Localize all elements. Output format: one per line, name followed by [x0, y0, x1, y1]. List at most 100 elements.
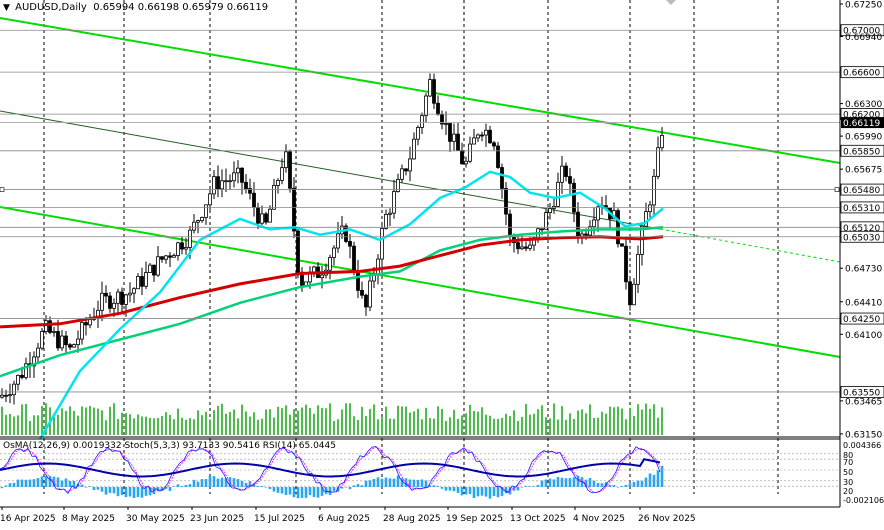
- osma-bar: [544, 479, 548, 487]
- osma-bar: [24, 479, 28, 487]
- osma-bar: [252, 483, 256, 487]
- osma-bar: [516, 487, 520, 491]
- osma-bar: [392, 478, 396, 487]
- indicator-tick-label: 50: [843, 468, 853, 477]
- price-axis: 0.67000 0.66600 0.66200 0.65850 0.65480 0.653…: [666, 0, 884, 505]
- candle-body: [220, 180, 224, 190]
- candle-body: [212, 176, 216, 195]
- osma-bar: [452, 487, 456, 492]
- candle-body: [504, 188, 508, 215]
- osma-bar: [180, 486, 184, 487]
- candle-body: [224, 180, 228, 183]
- price-tick-label: 0.65675: [845, 166, 882, 176]
- current-price-box: [841, 117, 884, 129]
- candle-body: [56, 331, 60, 349]
- osma-bar: [212, 476, 216, 487]
- price-tick-label: 0.66300: [845, 100, 882, 110]
- osma-bar: [240, 480, 244, 487]
- candle-body: [468, 143, 472, 162]
- osma-bar: [276, 487, 280, 493]
- candle-body: [80, 322, 84, 340]
- osma-bar: [492, 487, 496, 496]
- candle-body: [312, 266, 316, 273]
- candle-body: [632, 283, 636, 306]
- candle-body: [284, 151, 288, 169]
- candle-body: [452, 133, 456, 142]
- osma-bar: [244, 482, 248, 487]
- time-tick-label: 26 Nov 2025: [638, 514, 696, 524]
- candle-body: [576, 211, 580, 237]
- level-label: 0.65480: [843, 186, 880, 196]
- chart-shift-marker: [666, 0, 676, 5]
- indicator-tick-label: 80: [843, 451, 853, 460]
- osma-bar: [316, 487, 320, 498]
- osma-bar: [220, 477, 224, 487]
- level-label: 0.67000: [843, 27, 880, 37]
- candle-body: [124, 294, 128, 305]
- level-label: 0.65030: [843, 233, 880, 243]
- indicator-subwindow: [0, 446, 840, 499]
- candle-body: [484, 129, 488, 136]
- osma-bar: [340, 487, 344, 489]
- osma-bar: [304, 487, 308, 498]
- candle-body: [476, 134, 480, 139]
- candle-body: [404, 168, 408, 172]
- osma-bar: [12, 482, 16, 487]
- osma-bar: [636, 480, 640, 487]
- osma-bar: [500, 487, 504, 496]
- osma-bar: [124, 487, 128, 498]
- candle-body: [384, 213, 388, 229]
- osma-bar: [644, 477, 648, 487]
- candle-body: [428, 79, 432, 97]
- osma-bar: [416, 479, 420, 487]
- candle-body: [368, 280, 372, 308]
- candle-body: [656, 147, 660, 177]
- time-tick-label: 6 Aug 2025: [318, 514, 370, 524]
- candle-body: [288, 151, 292, 189]
- candle-body: [64, 335, 68, 346]
- candle-body: [508, 213, 512, 238]
- osma-bar: [436, 486, 440, 487]
- candle-body: [336, 233, 340, 249]
- symbol-menu-icon[interactable]: ▼: [3, 3, 10, 13]
- candle-body: [296, 230, 300, 273]
- osma-bar: [632, 482, 636, 487]
- candle-body: [388, 212, 392, 215]
- osma-bar: [280, 487, 284, 494]
- candle-body: [652, 175, 656, 206]
- candle-body: [140, 276, 144, 287]
- candle-body: [624, 245, 628, 283]
- osma-bar: [48, 476, 52, 487]
- indicator-tick-label: 70: [843, 458, 853, 467]
- osma-bar: [400, 478, 404, 487]
- candle-body: [648, 204, 652, 213]
- candle-body: [292, 187, 296, 232]
- osma-bar: [332, 487, 336, 492]
- candle-body: [584, 233, 588, 236]
- osma-bar: [376, 477, 380, 487]
- osma-bar: [92, 487, 96, 490]
- candle-body: [564, 165, 568, 177]
- candle-body: [544, 212, 548, 230]
- candle-body: [660, 135, 664, 149]
- osma-bar: [0, 487, 4, 489]
- ma-mid-line: [0, 226, 664, 378]
- candle-body: [444, 123, 448, 125]
- osma-bar: [96, 487, 100, 490]
- candle-body: [492, 142, 496, 147]
- level-marker-right: [834, 187, 840, 192]
- osma-bar: [308, 487, 312, 496]
- osma-bar: [488, 487, 492, 499]
- candle-body: [636, 254, 640, 285]
- candle-body: [84, 322, 88, 326]
- osma-bar: [320, 487, 324, 496]
- candle-body: [620, 243, 624, 247]
- osma-bar: [72, 481, 76, 487]
- candle-body: [276, 180, 280, 186]
- candle-body: [328, 257, 332, 271]
- stoch-main-line: [0, 446, 661, 495]
- candle-body: [364, 294, 368, 308]
- candle-body: [524, 246, 528, 249]
